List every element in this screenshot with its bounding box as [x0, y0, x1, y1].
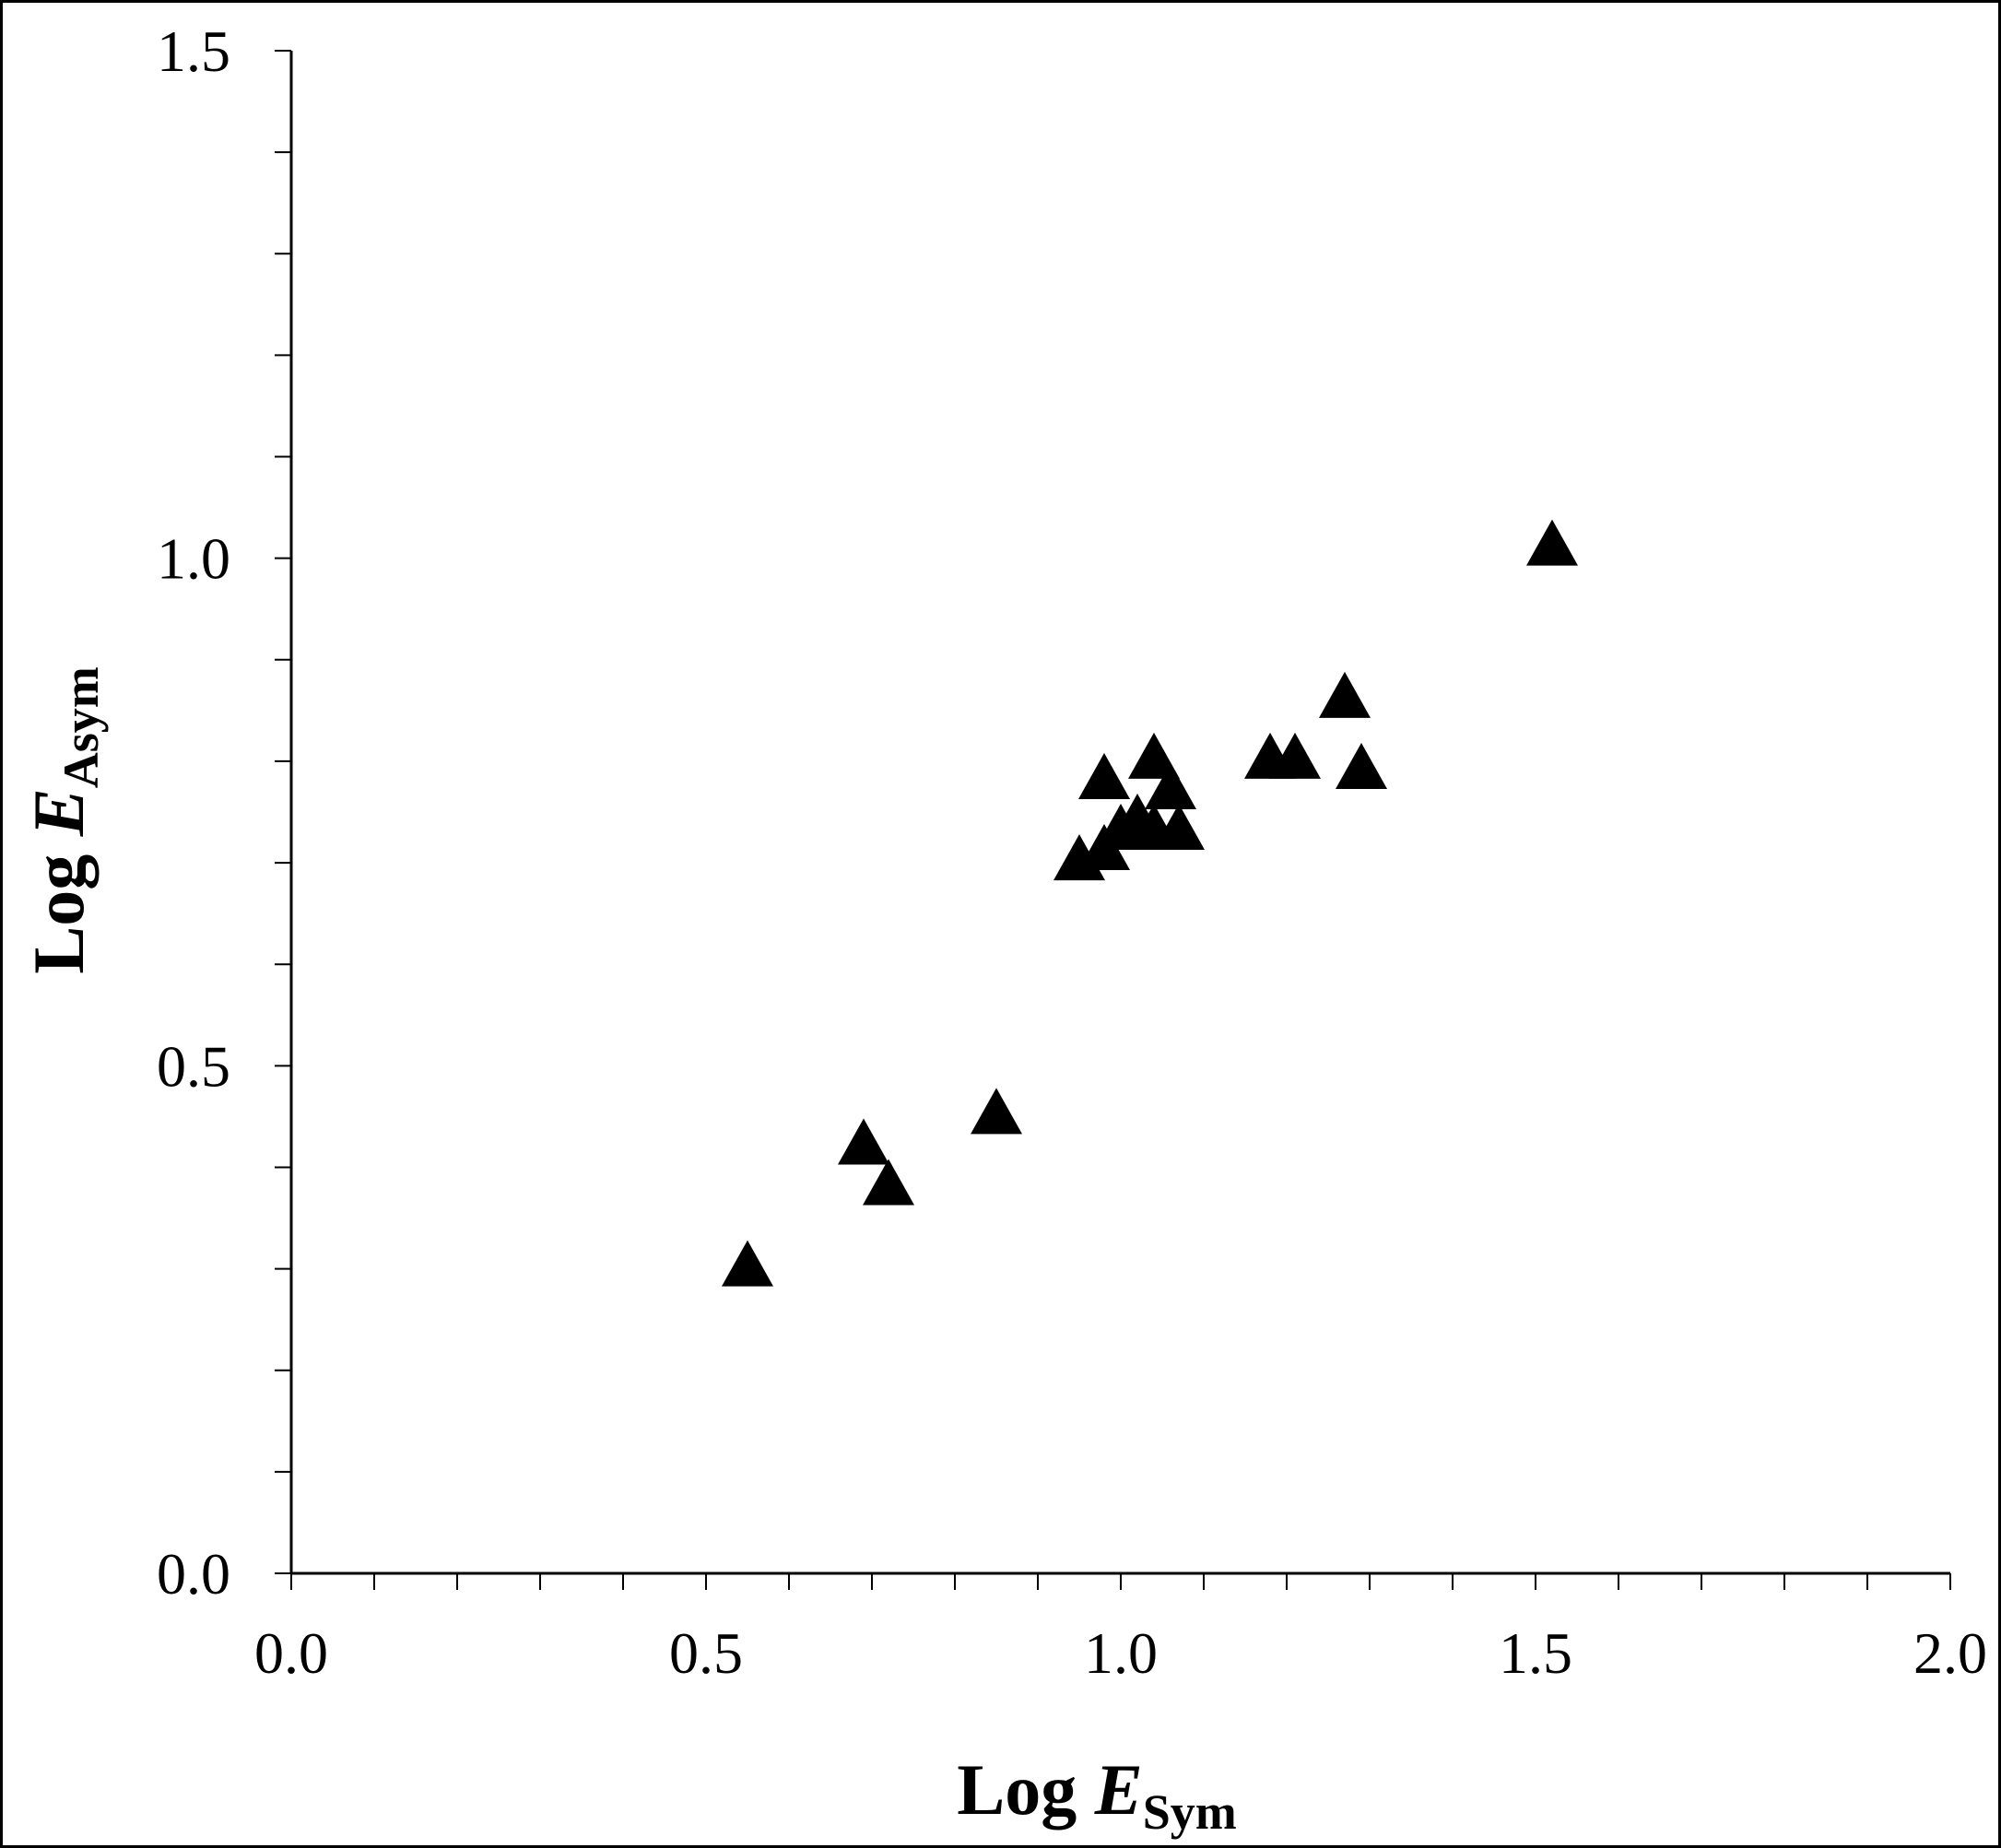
x-axis-title-var: E [1094, 1749, 1143, 1830]
x-axis-title-prefix: Log [957, 1749, 1095, 1830]
ticks [275, 50, 1951, 1590]
x-axis-title: Log ESym [957, 1749, 1237, 1840]
x-tick-label: 2.0 [1913, 1620, 1987, 1686]
data-point-triangle [1128, 732, 1180, 779]
data-point-triangle [1078, 752, 1130, 799]
data-point-triangle [1319, 671, 1371, 718]
y-tick-label: 0.5 [157, 1033, 230, 1099]
y-tick-label: 1.5 [157, 18, 230, 84]
data-point-triangle [863, 1159, 914, 1206]
data-point-triangle [722, 1240, 773, 1287]
y-tick-label: 1.0 [157, 526, 230, 592]
data-point-triangle [1336, 742, 1387, 789]
data-points [722, 519, 1578, 1287]
data-point-triangle [1526, 519, 1578, 566]
data-point-triangle [1145, 762, 1196, 809]
data-point-triangle [838, 1118, 889, 1165]
tick-labels: 0.0 0.5 1.0 1.5 2.0 0.0 0.5 1.0 1.5 [157, 18, 1987, 1686]
y-axis-title-var: E [18, 788, 99, 837]
x-tick-label: 1.0 [1084, 1620, 1158, 1686]
data-point-triangle [971, 1088, 1022, 1135]
x-axis-title-sub: Sym [1143, 1784, 1237, 1840]
y-axis-title: Log EAsym [18, 666, 109, 974]
x-tick-label: 0.5 [669, 1620, 743, 1686]
y-axis-title-prefix: Log [18, 836, 99, 974]
x-tick-label: 0.0 [254, 1620, 328, 1686]
y-axis-title-sub: Asym [53, 666, 109, 788]
y-tick-label: 0.0 [157, 1541, 230, 1607]
x-tick-label: 1.5 [1499, 1620, 1572, 1686]
data-point-triangle [1153, 804, 1205, 851]
data-point-triangle [1269, 732, 1321, 779]
